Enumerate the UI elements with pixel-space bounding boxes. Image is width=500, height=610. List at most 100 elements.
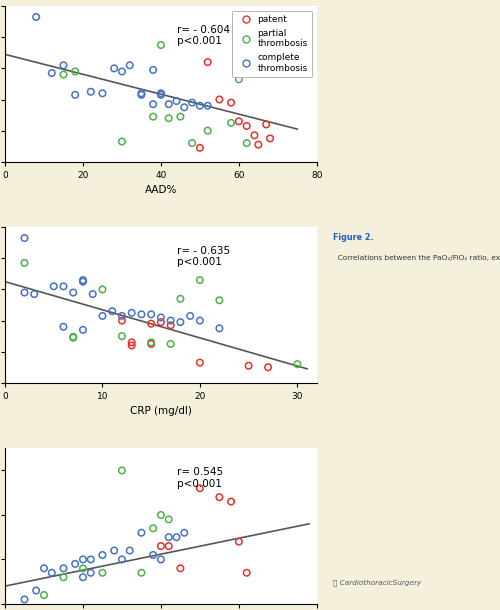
Point — [235, 117, 243, 126]
Point — [149, 112, 157, 121]
Point — [87, 568, 95, 578]
Point — [164, 113, 172, 123]
Point — [147, 337, 155, 347]
Point — [242, 138, 250, 148]
Point — [60, 281, 68, 291]
Point — [87, 87, 95, 96]
Point — [216, 295, 224, 305]
Point — [216, 95, 224, 104]
Point — [164, 541, 172, 551]
Point — [118, 137, 126, 146]
Point — [50, 281, 58, 291]
Point — [147, 319, 155, 329]
Point — [149, 523, 157, 533]
Point — [60, 572, 68, 582]
Point — [98, 88, 106, 98]
Point — [88, 289, 96, 299]
Point — [242, 121, 250, 131]
Point — [157, 317, 165, 327]
Point — [110, 545, 118, 555]
Point — [60, 564, 68, 573]
Point — [118, 66, 126, 76]
Point — [204, 126, 212, 135]
Point — [227, 497, 235, 506]
Point — [69, 332, 77, 342]
Text: r= - 0.635
p<0.001: r= - 0.635 p<0.001 — [176, 246, 230, 267]
Point — [79, 325, 87, 335]
Point — [87, 554, 95, 564]
Point — [138, 90, 145, 99]
Point — [166, 320, 174, 330]
Text: r= 0.545
p<0.001: r= 0.545 p<0.001 — [176, 467, 222, 489]
Point — [138, 309, 145, 319]
Point — [176, 294, 184, 304]
Point — [138, 568, 145, 578]
Point — [147, 339, 155, 349]
Point — [180, 102, 188, 112]
Point — [254, 140, 262, 149]
Point — [216, 323, 224, 333]
Point — [98, 550, 106, 560]
Point — [157, 88, 165, 98]
Point — [157, 90, 165, 99]
Point — [196, 316, 204, 326]
Point — [164, 533, 172, 542]
Point — [264, 362, 272, 372]
Text: Correlations between the PaO₂/FiO₂ ratio, extent of acute aortic dissection and : Correlations between the PaO₂/FiO₂ ratio… — [333, 254, 500, 260]
Point — [138, 88, 145, 98]
Point — [69, 333, 77, 343]
Point — [138, 528, 145, 537]
Point — [20, 288, 28, 298]
Point — [149, 550, 157, 560]
Point — [186, 311, 194, 321]
Point — [266, 134, 274, 143]
Point — [128, 340, 136, 350]
Point — [250, 131, 258, 140]
Point — [242, 568, 250, 578]
Point — [98, 311, 106, 321]
Point — [60, 70, 68, 79]
Point — [204, 57, 212, 67]
Point — [128, 308, 136, 318]
Point — [110, 63, 118, 73]
Point — [79, 554, 87, 564]
Point — [172, 533, 180, 542]
Point — [79, 572, 87, 582]
Point — [128, 337, 136, 347]
Point — [98, 284, 106, 294]
Point — [216, 492, 224, 502]
Point — [235, 74, 243, 84]
Point — [196, 143, 204, 152]
Point — [294, 359, 302, 369]
Point — [164, 99, 172, 109]
Point — [172, 96, 180, 106]
Point — [149, 65, 157, 75]
Point — [188, 138, 196, 148]
Point — [71, 90, 79, 99]
Point — [118, 554, 126, 564]
Point — [40, 564, 48, 573]
Text: r= - 0.604
p<0.001: r= - 0.604 p<0.001 — [176, 25, 230, 46]
Point — [196, 275, 204, 285]
Point — [149, 99, 157, 109]
Point — [235, 537, 243, 547]
Point — [157, 40, 165, 50]
Point — [176, 564, 184, 573]
Point — [126, 60, 134, 70]
Point — [30, 289, 38, 299]
Point — [147, 309, 155, 319]
Point — [157, 510, 165, 520]
Point — [188, 98, 196, 107]
Legend: patent, partial
thrombosis, complete
thrombosis: patent, partial thrombosis, complete thr… — [232, 10, 312, 77]
Point — [48, 568, 56, 578]
Point — [164, 514, 172, 524]
Point — [20, 595, 28, 605]
Point — [32, 12, 40, 22]
Point — [227, 118, 235, 127]
Point — [196, 101, 204, 110]
Point — [60, 322, 68, 332]
Point — [157, 554, 165, 564]
Point — [118, 311, 126, 321]
Point — [244, 361, 252, 371]
Point — [118, 465, 126, 475]
